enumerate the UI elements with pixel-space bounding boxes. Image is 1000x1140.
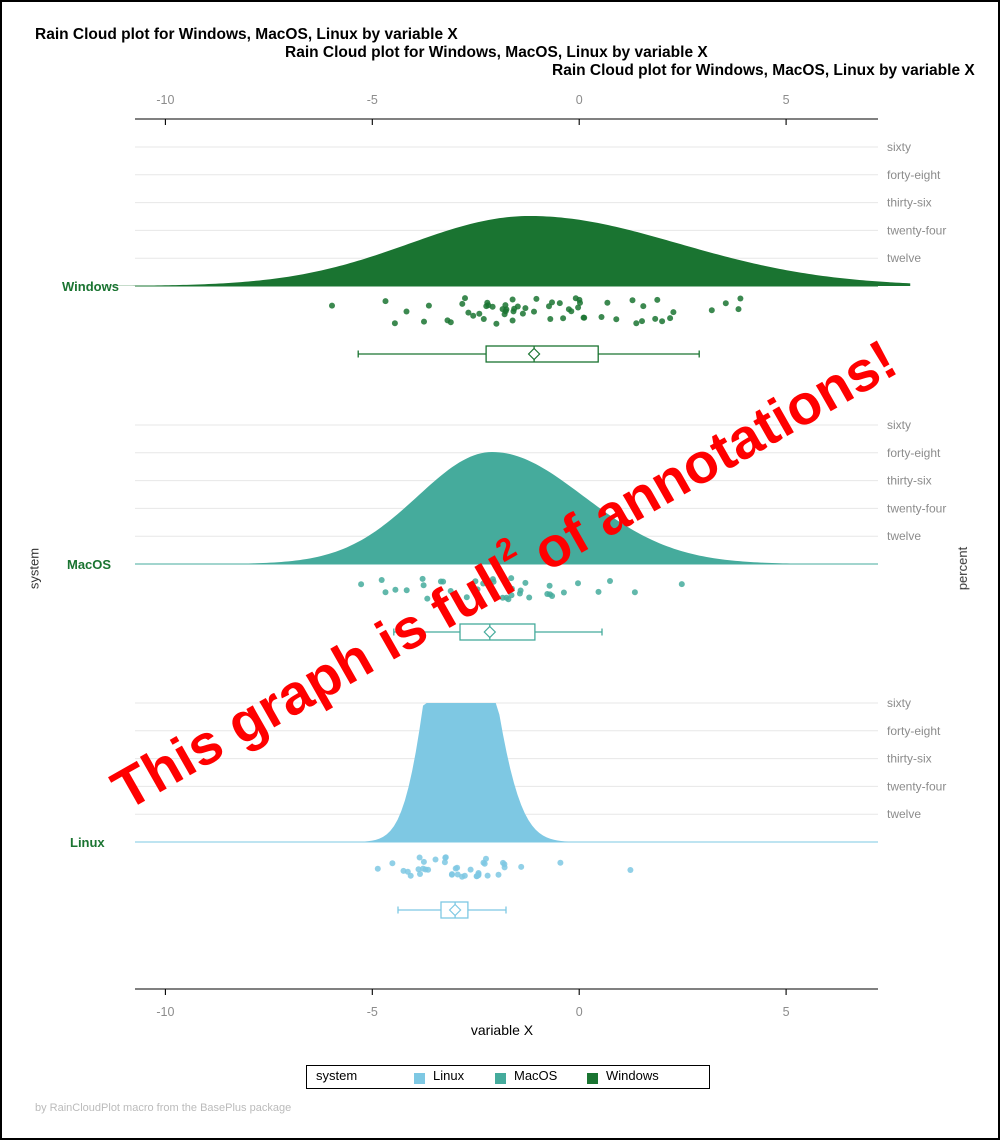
svg-text:thirty-six: thirty-six <box>887 196 932 210</box>
svg-text:sixty: sixty <box>887 418 911 432</box>
svg-text:system: system <box>27 548 42 589</box>
svg-text:-5: -5 <box>367 93 378 107</box>
svg-text:percent: percent <box>955 546 970 590</box>
svg-text:-10: -10 <box>156 1005 174 1019</box>
svg-text:0: 0 <box>576 1005 583 1019</box>
svg-text:sixty: sixty <box>887 140 911 154</box>
svg-text:thirty-six: thirty-six <box>887 474 932 488</box>
svg-text:twenty-four: twenty-four <box>887 223 946 237</box>
svg-text:forty-eight: forty-eight <box>887 168 941 182</box>
svg-text:twenty-four: twenty-four <box>887 779 946 793</box>
svg-text:-5: -5 <box>367 1005 378 1019</box>
svg-text:0: 0 <box>576 93 583 107</box>
svg-text:-10: -10 <box>156 93 174 107</box>
svg-text:twelve: twelve <box>887 529 921 543</box>
svg-text:twenty-four: twenty-four <box>887 501 946 515</box>
svg-text:twelve: twelve <box>887 807 921 821</box>
svg-text:forty-eight: forty-eight <box>887 446 941 460</box>
svg-text:5: 5 <box>783 1005 790 1019</box>
svg-text:thirty-six: thirty-six <box>887 752 932 766</box>
svg-text:sixty: sixty <box>887 696 911 710</box>
svg-text:twelve: twelve <box>887 251 921 265</box>
svg-text:5: 5 <box>783 93 790 107</box>
svg-text:forty-eight: forty-eight <box>887 724 941 738</box>
